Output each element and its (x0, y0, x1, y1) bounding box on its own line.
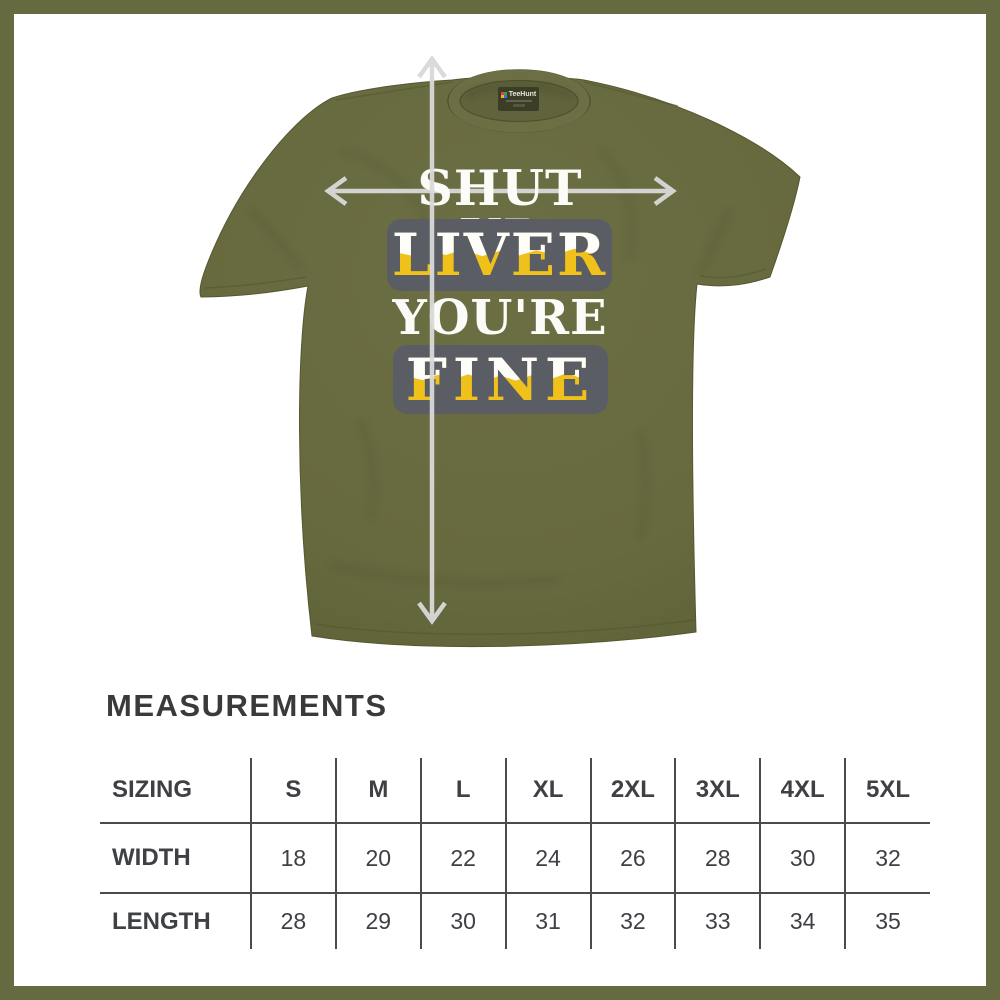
shirt-print: SHUT UP LIVER YOU'RE FINE (0, 0, 1000, 680)
design-panel-liver: LIVER (387, 219, 612, 291)
width-value-4xl: 30 (759, 823, 846, 894)
width-value-l: 22 (419, 823, 506, 894)
table-row-length: LENGTH 28 29 30 31 32 33 34 35 (100, 893, 930, 949)
length-value-5xl: 35 (844, 893, 930, 949)
width-row-label: WIDTH (100, 823, 251, 894)
collar-label-tag: TeeHunt (498, 87, 539, 111)
size-col-header-m: M (334, 758, 421, 824)
fabric-wrinkles (247, 146, 734, 587)
sizing-corner-label: SIZING (100, 758, 251, 824)
tag-size-mark (512, 104, 525, 107)
size-col-header-2xl: 2XL (589, 758, 676, 824)
length-value-3xl: 33 (674, 893, 761, 949)
length-value-xl: 31 (504, 893, 591, 949)
length-value-l: 30 (419, 893, 506, 949)
width-value-2xl: 26 (589, 823, 676, 894)
width-value-xl: 24 (504, 823, 591, 894)
design-panel-fine: FINE (393, 345, 608, 414)
length-row-label: LENGTH (112, 907, 211, 935)
length-value-s: 28 (250, 893, 336, 949)
table-header-row: SIZING S M L XL 2XL 3XL 4XL 5XL (100, 758, 930, 824)
sizing-table: SIZING S M L XL 2XL 3XL 4XL 5XL WIDTH 18… (100, 758, 930, 949)
width-value-3xl: 28 (674, 823, 761, 894)
size-col-header-xl: XL (504, 758, 591, 824)
length-value-4xl: 34 (759, 893, 846, 949)
size-col-header-4xl: 4XL (759, 758, 846, 824)
design-line-fine: FINE (406, 351, 596, 409)
length-value-m: 29 (334, 893, 421, 949)
width-value-5xl: 32 (844, 823, 930, 894)
size-col-header-l: L (419, 758, 506, 824)
design-line-liver: LIVER (392, 226, 607, 284)
table-row-width: WIDTH 18 20 22 24 26 28 30 32 (100, 823, 930, 894)
size-col-header-5xl: 5XL (844, 758, 930, 824)
size-col-header-s: S (250, 758, 336, 824)
measurements-title: MEASUREMENTS (106, 688, 388, 723)
size-col-header-3xl: 3XL (674, 758, 761, 824)
width-value-s: 18 (250, 823, 336, 894)
design-line-youre: YOU'RE (392, 290, 608, 346)
collar-label-text: TeeHunt (508, 91, 537, 98)
brand-logo-icon (500, 91, 507, 98)
tag-fineprint-line (505, 100, 532, 102)
length-value-2xl: 32 (589, 893, 676, 949)
width-value-m: 20 (334, 823, 421, 894)
